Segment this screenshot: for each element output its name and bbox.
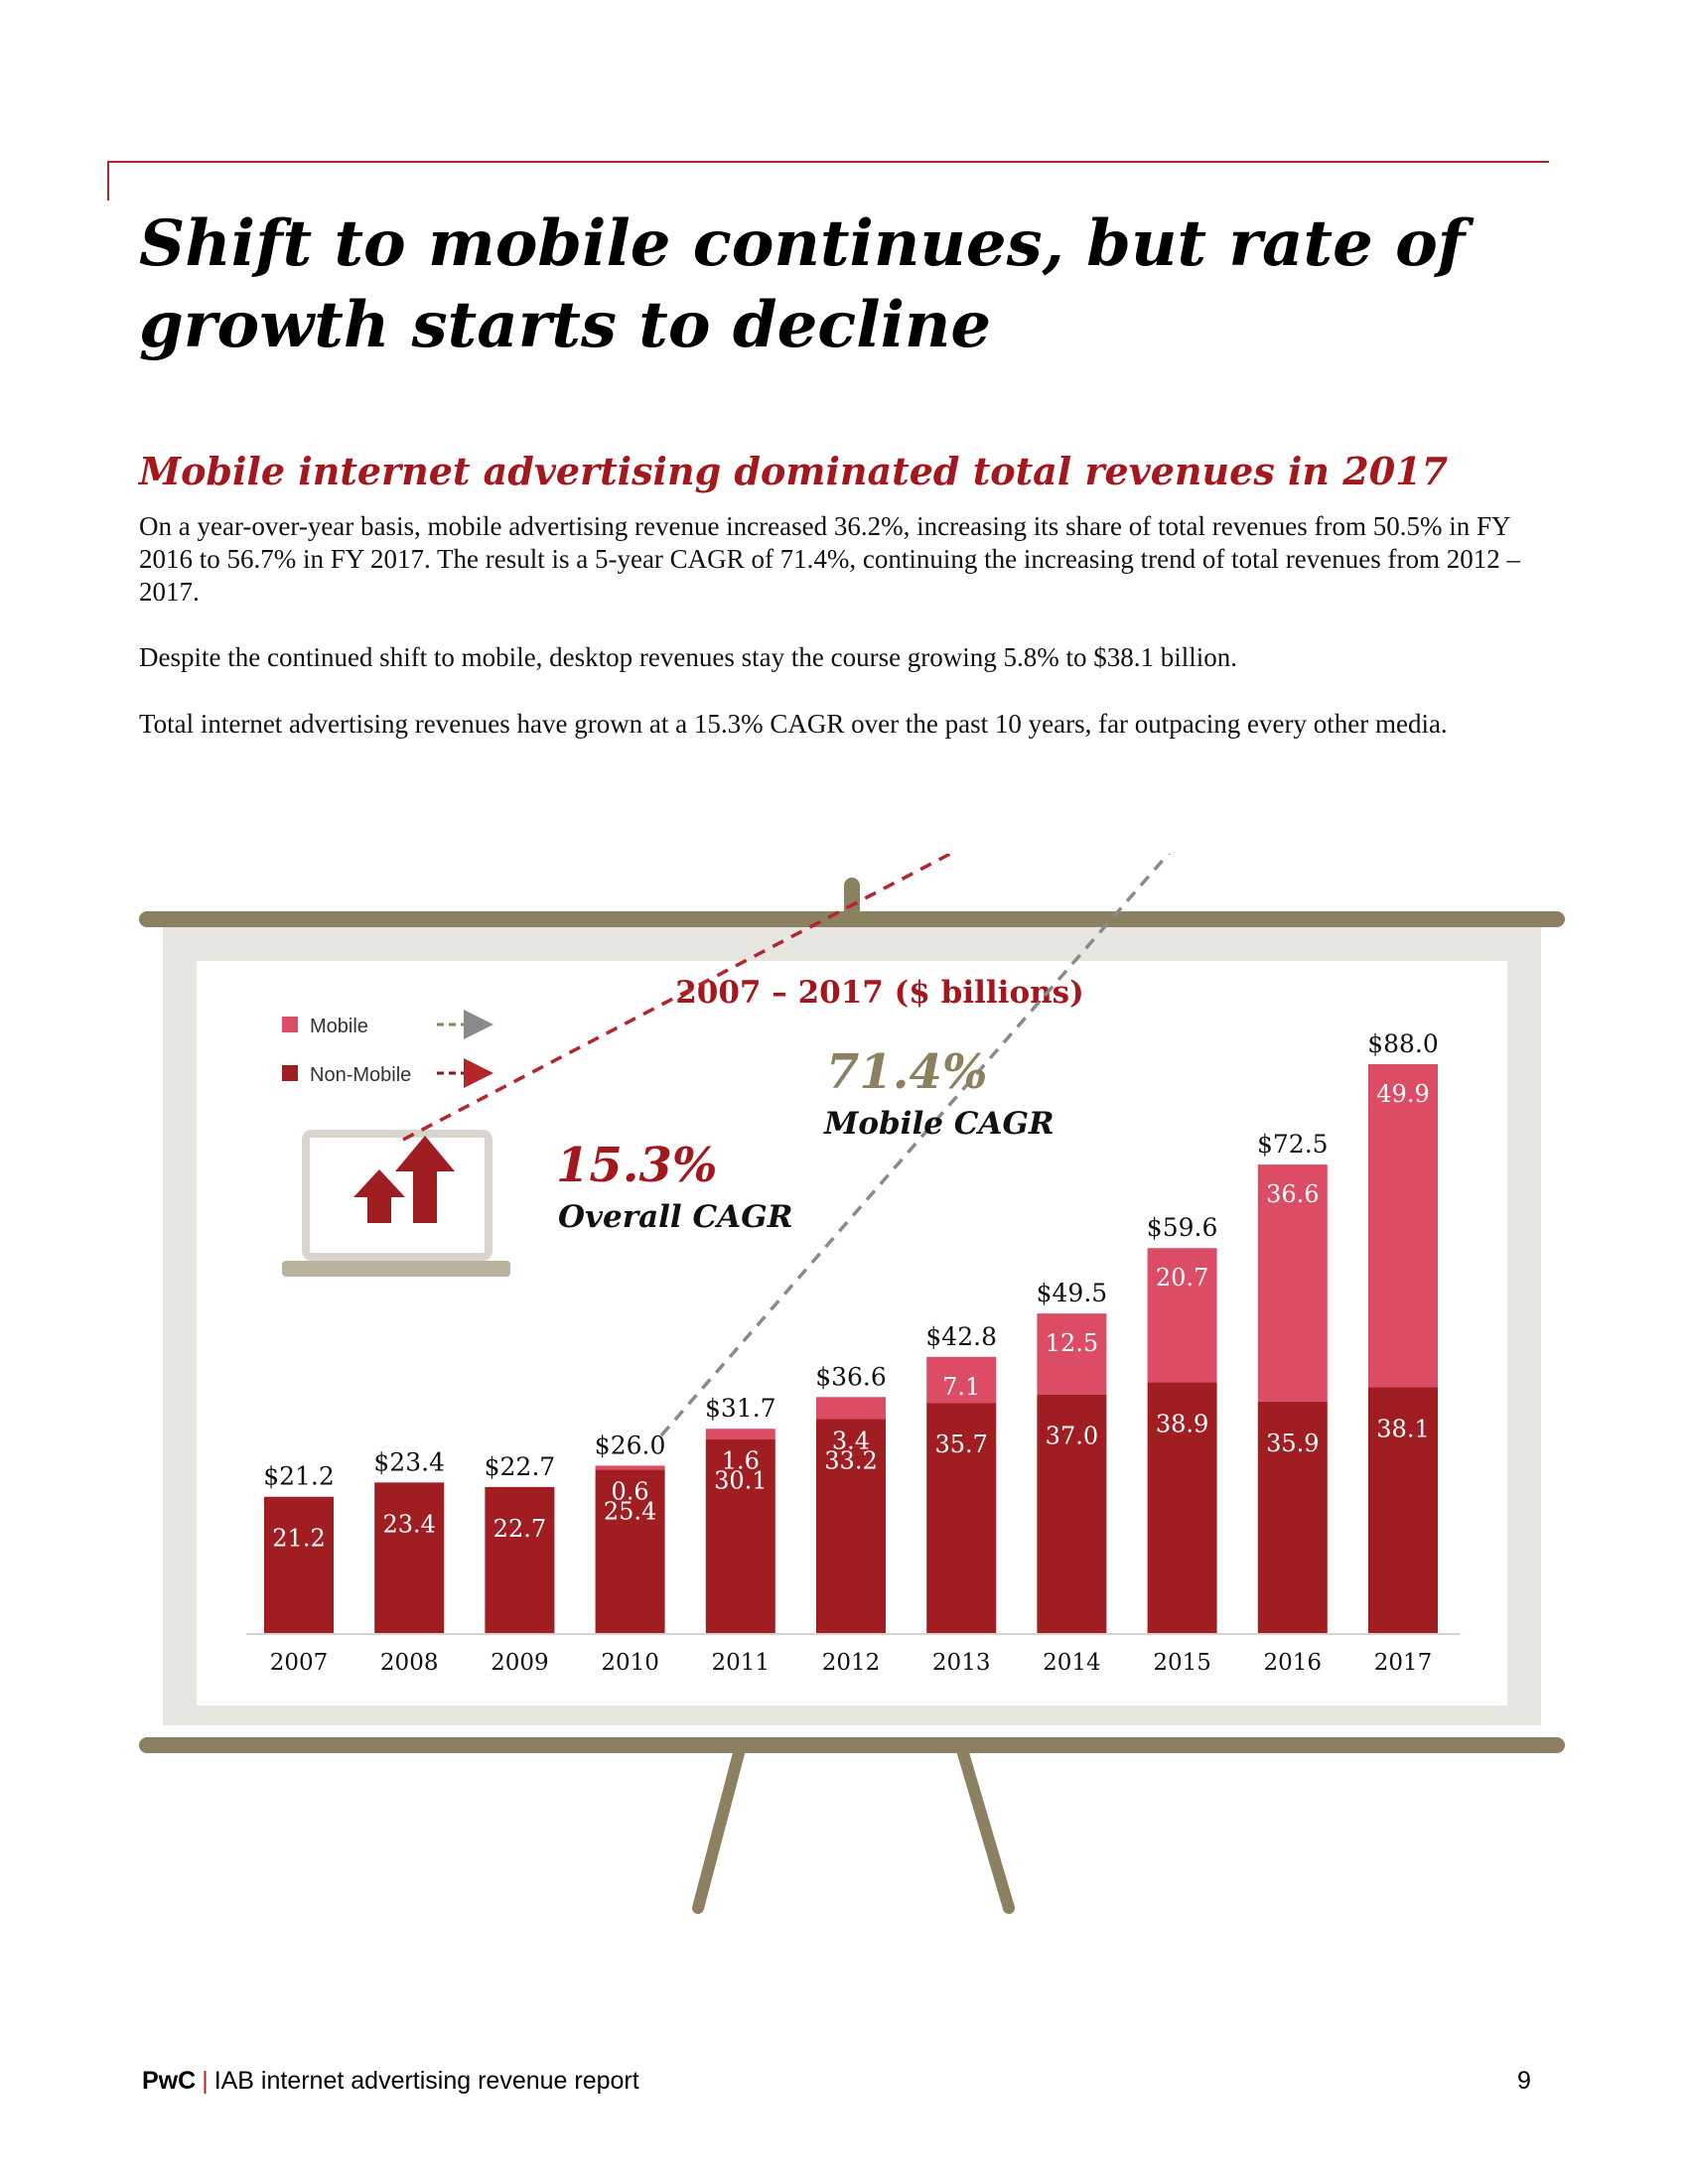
value-label-non-mobile-2011: 30.1 xyxy=(714,1467,767,1495)
value-label-non-mobile-2010: 25.4 xyxy=(604,1497,656,1525)
bar-non-mobile-2015 xyxy=(1147,1382,1217,1634)
x-tick-2015: 2015 xyxy=(1153,1650,1211,1676)
bar-non-mobile-2011 xyxy=(705,1438,775,1634)
mobile-cagr-label: Mobile CAGR xyxy=(823,1106,1055,1142)
header-rule-tick xyxy=(107,161,109,201)
value-label-non-mobile-2014: 37.0 xyxy=(1046,1423,1098,1450)
big-up-arrow-icon xyxy=(395,1136,455,1223)
value-label-mobile-2013: 7.1 xyxy=(942,1373,980,1401)
value-label-mobile-2014: 12.5 xyxy=(1046,1329,1098,1357)
footer-brand: PwC xyxy=(142,2067,197,2095)
bar-mobile-2014 xyxy=(1037,1313,1107,1395)
value-label-non-mobile-2015: 38.9 xyxy=(1156,1410,1208,1437)
bar-non-mobile-2013 xyxy=(926,1403,997,1634)
x-tick-2010: 2010 xyxy=(601,1650,659,1676)
value-label-non-mobile-2017: 38.1 xyxy=(1376,1415,1429,1442)
total-label-2010: $26.0 xyxy=(595,1431,666,1459)
revenue-chart: 2007 – 2017 ($ billions) Mobile Non-Mobi… xyxy=(139,854,1565,1914)
value-label-mobile-2017: 49.9 xyxy=(1376,1080,1429,1108)
bars-layer: 21.2 $21.2 23.4 $23.4 22.7 $22.7 25.40.6 $26.0 3… xyxy=(263,1029,1439,1634)
legend-swatch-non-mobile xyxy=(282,1065,298,1081)
footer-separator: | xyxy=(202,2067,209,2095)
bar-non-mobile-2017 xyxy=(1368,1387,1438,1634)
mobile-cagr-value: 71.4% xyxy=(826,1044,988,1100)
x-tick-2017: 2017 xyxy=(1374,1650,1433,1676)
value-label-mobile-2015: 20.7 xyxy=(1156,1264,1208,1292)
paragraph-total-cagr: Total internet advertising revenues have… xyxy=(139,709,1448,739)
section-subtitle: Mobile internet advertising dominated to… xyxy=(139,449,1449,493)
bar-mobile-2017 xyxy=(1368,1064,1438,1388)
value-label-mobile-2010: 0.6 xyxy=(612,1477,649,1505)
paragraph-desktop: Despite the continued shift to mobile, d… xyxy=(139,642,1238,672)
value-label-non-mobile-2009: 22.7 xyxy=(493,1515,546,1543)
x-tick-2013: 2013 xyxy=(932,1650,991,1676)
overall-cagr-value: 15.3% xyxy=(556,1138,718,1193)
total-label-2009: $22.7 xyxy=(485,1452,556,1481)
total-label-2015: $59.6 xyxy=(1147,1213,1218,1242)
mobile-cagr-arrow xyxy=(659,854,1171,1437)
overall-cagr-arrow xyxy=(402,854,954,1142)
x-tick-2014: 2014 xyxy=(1043,1650,1101,1676)
page-number: 9 xyxy=(1517,2067,1531,2095)
value-label-mobile-2016: 36.6 xyxy=(1266,1180,1319,1208)
value-label-mobile-2011: 1.6 xyxy=(722,1447,760,1475)
total-label-2014: $49.5 xyxy=(1037,1279,1108,1307)
value-label-non-mobile-2013: 35.7 xyxy=(934,1431,987,1458)
value-label-non-mobile-2012: 33.2 xyxy=(824,1446,877,1474)
paragraph-mobile-growth: On a year-over-year basis, mobile advert… xyxy=(139,511,1520,607)
footer: PwC | IAB internet advertising revenue rep… xyxy=(142,2067,639,2096)
total-label-2013: $42.8 xyxy=(925,1322,997,1351)
x-tick-2016: 2016 xyxy=(1264,1650,1323,1676)
bar-non-mobile-2016 xyxy=(1257,1401,1328,1634)
value-label-non-mobile-2008: 23.4 xyxy=(382,1510,435,1538)
bar-mobile-2012 xyxy=(816,1397,886,1420)
bar-non-mobile-2014 xyxy=(1037,1394,1107,1634)
page-title: Shift to mobile continues, but rate of g… xyxy=(139,206,1466,362)
x-tick-2008: 2008 xyxy=(380,1650,439,1676)
small-up-arrow-icon xyxy=(353,1169,405,1223)
legend-label-mobile: Mobile xyxy=(310,1016,368,1037)
header-rule xyxy=(107,161,1549,163)
x-tick-2007: 2007 xyxy=(270,1650,329,1676)
legend-swatch-mobile xyxy=(282,1017,298,1032)
x-tick-2012: 2012 xyxy=(822,1650,881,1676)
bar-non-mobile-2010 xyxy=(595,1469,665,1634)
bar-mobile-2016 xyxy=(1257,1164,1328,1402)
footer-report-name: IAB internet advertising revenue report xyxy=(213,2067,639,2095)
total-label-2011: $31.7 xyxy=(705,1394,776,1423)
bar-non-mobile-2008 xyxy=(374,1482,445,1634)
x-axis-ticks: 2007 2008 2009 2010 2011 2012 2013 2014 2015 2016… xyxy=(270,1650,1433,1676)
easel-leg-left xyxy=(692,1747,745,1914)
bar-mobile-2013 xyxy=(926,1356,997,1404)
x-tick-2009: 2009 xyxy=(491,1650,549,1676)
easel-leg-right xyxy=(957,1747,1015,1914)
easel-top-bar xyxy=(139,911,1565,927)
bar-non-mobile-2009 xyxy=(485,1486,555,1634)
value-label-mobile-2012: 3.4 xyxy=(832,1427,870,1454)
bar-mobile-2011 xyxy=(705,1429,775,1439)
total-label-2008: $23.4 xyxy=(373,1447,445,1476)
bar-mobile-2015 xyxy=(1147,1248,1217,1383)
laptop-growth-icon xyxy=(282,1130,510,1277)
x-tick-2011: 2011 xyxy=(712,1650,771,1676)
value-label-non-mobile-2016: 35.9 xyxy=(1266,1430,1319,1457)
legend: Mobile Non-Mobile xyxy=(282,1010,493,1088)
legend-label-non-mobile: Non-Mobile xyxy=(310,1064,411,1086)
total-label-2016: $72.5 xyxy=(1257,1130,1329,1159)
bar-mobile-2010 xyxy=(595,1465,665,1470)
total-label-2007: $21.2 xyxy=(263,1462,335,1491)
chart-title: 2007 – 2017 ($ billions) xyxy=(675,975,1084,1011)
total-label-2017: $88.0 xyxy=(1367,1029,1439,1058)
value-label-non-mobile-2007: 21.2 xyxy=(272,1525,325,1553)
bar-non-mobile-2007 xyxy=(264,1496,334,1634)
overall-cagr-label: Overall CAGR xyxy=(558,1199,792,1235)
bar-non-mobile-2012 xyxy=(816,1419,886,1634)
total-label-2012: $36.6 xyxy=(815,1362,887,1391)
easel-bottom-bar xyxy=(139,1737,1565,1753)
